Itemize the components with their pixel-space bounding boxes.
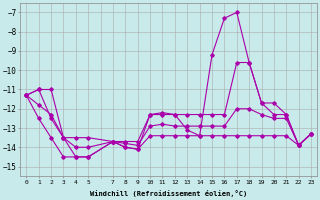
- X-axis label: Windchill (Refroidissement éolien,°C): Windchill (Refroidissement éolien,°C): [90, 190, 247, 197]
